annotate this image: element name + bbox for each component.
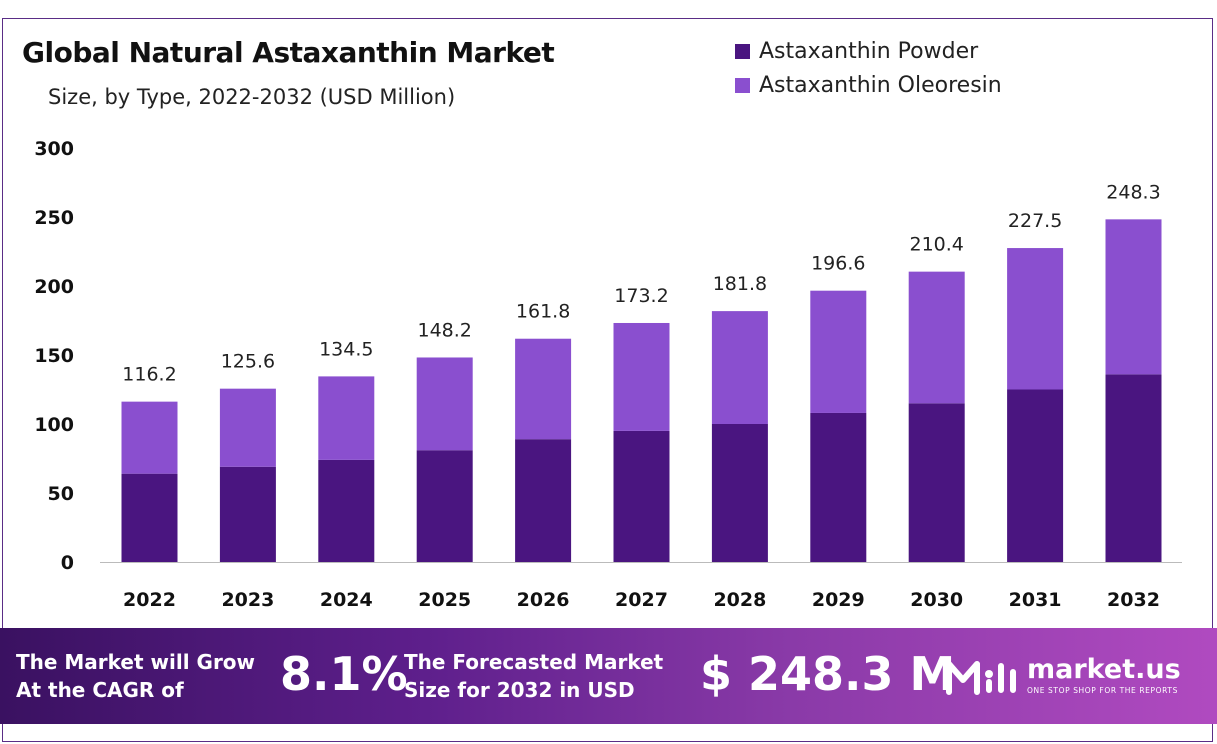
bar-powder-2032: [1105, 374, 1162, 562]
logo-tagline: ONE STOP SHOP FOR THE REPORTS: [1027, 686, 1178, 695]
bar-oleoresin-2031: [1007, 248, 1064, 390]
y-tick-label-300: 300: [34, 138, 74, 160]
legend-swatch-powder: [735, 43, 750, 59]
total-label-2029: 196.6: [811, 253, 865, 275]
bar-powder-2030: [908, 403, 965, 562]
bar-chart: 0 50 100 150 200 250 300 116.2 2022 125.6 2023 134.…: [34, 138, 1182, 611]
bar-oleoresin-2026: [515, 338, 572, 440]
summary-banner: The Market will Grow At the CAGR of 8.1%…: [0, 628, 1217, 724]
legend-swatch-oleoresin: [735, 77, 750, 93]
bar-powder-2027: [613, 430, 670, 562]
x-tick-label-2029: 2029: [812, 589, 865, 611]
x-tick-label-2025: 2025: [418, 589, 471, 611]
total-label-2025: 148.2: [417, 319, 471, 341]
bar-oleoresin-2029: [810, 290, 867, 413]
bar-powder-2023: [219, 466, 276, 562]
bar-oleoresin-2022: [121, 401, 178, 474]
logo-wordmark: market.us: [1027, 654, 1181, 685]
x-tick-label-2031: 2031: [1009, 589, 1062, 611]
bar-powder-2029: [810, 412, 867, 562]
bar-powder-2022: [121, 473, 178, 562]
total-label-2024: 134.5: [319, 338, 373, 360]
y-tick-label-100: 100: [34, 414, 74, 436]
y-tick-label-50: 50: [48, 483, 74, 505]
legend-item-powder: Astaxanthin Powder: [735, 34, 1002, 68]
x-tick-label-2024: 2024: [320, 589, 373, 611]
banner-forecast-caption: The Forecasted Market Size for 2032 in U…: [404, 650, 664, 702]
bar-oleoresin-2032: [1105, 219, 1162, 375]
bar-powder-2025: [416, 450, 473, 562]
x-tick-label-2032: 2032: [1107, 589, 1160, 611]
bar-powder-2028: [711, 424, 768, 562]
total-label-2027: 173.2: [614, 285, 668, 307]
y-tick-label-250: 250: [34, 207, 74, 229]
total-label-2026: 161.8: [516, 301, 570, 323]
y-tick-label-0: 0: [61, 552, 74, 574]
y-tick-label-150: 150: [34, 345, 74, 367]
chart-title: Global Natural Astaxanthin Market: [22, 36, 555, 69]
x-tick-label-2023: 2023: [221, 589, 274, 611]
x-tick-label-2028: 2028: [713, 589, 766, 611]
total-label-2031: 227.5: [1008, 210, 1062, 232]
bar-oleoresin-2024: [318, 376, 375, 460]
total-label-2022: 116.2: [122, 364, 176, 386]
bar-oleoresin-2027: [613, 322, 670, 431]
banner-forecast-value: $ 248.3 M: [700, 647, 956, 701]
x-tick-label-2022: 2022: [123, 589, 176, 611]
bar-oleoresin-2023: [219, 388, 276, 467]
total-label-2023: 125.6: [221, 351, 275, 373]
total-label-2030: 210.4: [909, 234, 963, 256]
total-label-2028: 181.8: [713, 273, 767, 295]
bar-powder-2026: [515, 439, 572, 562]
legend-label-powder: Astaxanthin Powder: [759, 38, 979, 64]
bar-powder-2031: [1007, 389, 1064, 562]
legend-item-oleoresin: Astaxanthin Oleoresin: [735, 68, 1002, 102]
chart-subtitle: Size, by Type, 2022-2032 (USD Million): [48, 85, 456, 109]
bar-oleoresin-2030: [908, 271, 965, 404]
total-label-2032: 248.3: [1106, 181, 1160, 203]
market-us-logo: market.us ONE STOP SHOP FOR THE REPORTS: [945, 652, 1205, 702]
bar-oleoresin-2028: [711, 311, 768, 424]
banner-cagr-value: 8.1%: [280, 647, 408, 701]
bar-powder-2024: [318, 459, 375, 562]
x-tick-label-2027: 2027: [615, 589, 668, 611]
x-tick-label-2026: 2026: [517, 589, 570, 611]
legend: Astaxanthin Powder Astaxanthin Oleoresin: [735, 34, 1002, 102]
bar-oleoresin-2025: [416, 357, 473, 451]
legend-label-oleoresin: Astaxanthin Oleoresin: [759, 72, 1002, 98]
x-tick-label-2030: 2030: [910, 589, 963, 611]
market-us-logo-icon: [946, 661, 1016, 695]
y-tick-label-200: 200: [34, 276, 74, 298]
banner-cagr-caption: The Market will Grow At the CAGR of: [16, 650, 256, 702]
